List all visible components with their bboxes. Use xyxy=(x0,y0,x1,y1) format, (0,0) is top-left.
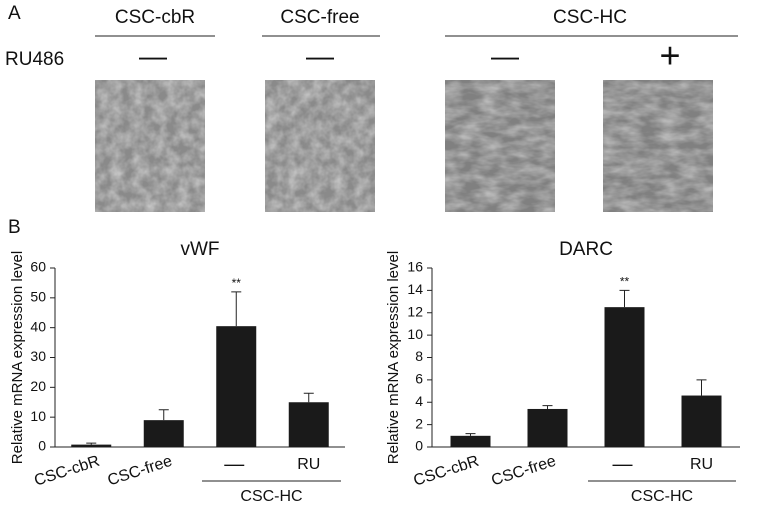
micrograph xyxy=(603,80,713,212)
chart-title: DARC xyxy=(559,239,613,260)
y-tick-label: 16 xyxy=(407,259,423,275)
y-tick-label: 4 xyxy=(415,393,423,409)
error-bar xyxy=(86,442,97,445)
x-tick-label: CSC-cbR xyxy=(412,453,482,490)
bar xyxy=(450,435,491,447)
error-bar xyxy=(303,392,314,403)
x-tick-label: RU xyxy=(297,456,320,473)
x-tick-label: CSC-free xyxy=(106,453,175,490)
group-label: CSC-cbR xyxy=(115,7,195,28)
y-tick-label: 50 xyxy=(30,289,46,305)
error-bar xyxy=(696,379,707,396)
micrograph xyxy=(265,80,375,212)
micrographs xyxy=(95,80,713,212)
error-bar xyxy=(465,433,476,436)
x-tick-label: — xyxy=(224,453,244,475)
y-tick-label: 2 xyxy=(415,415,423,431)
y-tick-label: 0 xyxy=(38,438,46,454)
treatment-sign: — xyxy=(491,40,519,71)
x-tick-label: RU xyxy=(690,456,713,473)
y-tick-label: 10 xyxy=(30,408,46,424)
significance: ** xyxy=(620,275,630,289)
y-tick-label: 40 xyxy=(30,318,46,334)
y-tick-label: 0 xyxy=(415,438,423,454)
treatment-sign: — xyxy=(139,40,167,71)
y-tick-label: 10 xyxy=(407,326,423,342)
group-label: CSC-HC xyxy=(631,488,693,505)
treatment-sign: — xyxy=(306,40,334,71)
micrograph xyxy=(445,80,555,212)
group-label: CSC-free xyxy=(280,7,359,28)
y-tick-label: 12 xyxy=(407,303,423,319)
error-bar xyxy=(542,405,553,409)
group-label: CSC-HC xyxy=(240,488,302,505)
treatment-sign: + xyxy=(659,35,680,76)
x-tick-label: — xyxy=(613,453,633,475)
bar xyxy=(71,444,112,447)
y-tick-label: 20 xyxy=(30,378,46,394)
group-label: CSC-HC xyxy=(553,7,627,28)
panel-label: B xyxy=(8,217,21,238)
bar xyxy=(527,408,568,447)
y-tick-label: 30 xyxy=(30,348,46,364)
chart-title: vWF xyxy=(180,239,219,260)
micrograph xyxy=(95,80,205,212)
error-bar xyxy=(619,289,630,308)
bar xyxy=(216,326,257,447)
y-tick-label: 8 xyxy=(415,348,423,364)
bar xyxy=(681,395,722,447)
error-bar xyxy=(231,291,242,327)
bar xyxy=(143,420,184,447)
y-axis-label: Relative mRNA expression level xyxy=(9,251,26,464)
x-tick-label: CSC-cbR xyxy=(32,453,102,490)
x-tick-label: CSC-free xyxy=(489,453,558,490)
y-tick-label: 60 xyxy=(30,259,46,275)
y-axis-label: Relative mRNA expression level xyxy=(385,251,402,464)
y-tick-label: 6 xyxy=(415,371,423,387)
panel-label: A xyxy=(8,3,21,24)
bar xyxy=(288,402,329,447)
significance: ** xyxy=(232,276,242,290)
treatment-label: RU486 xyxy=(5,49,64,70)
error-bar xyxy=(158,409,169,421)
bar xyxy=(604,307,645,447)
y-tick-label: 14 xyxy=(407,281,423,297)
